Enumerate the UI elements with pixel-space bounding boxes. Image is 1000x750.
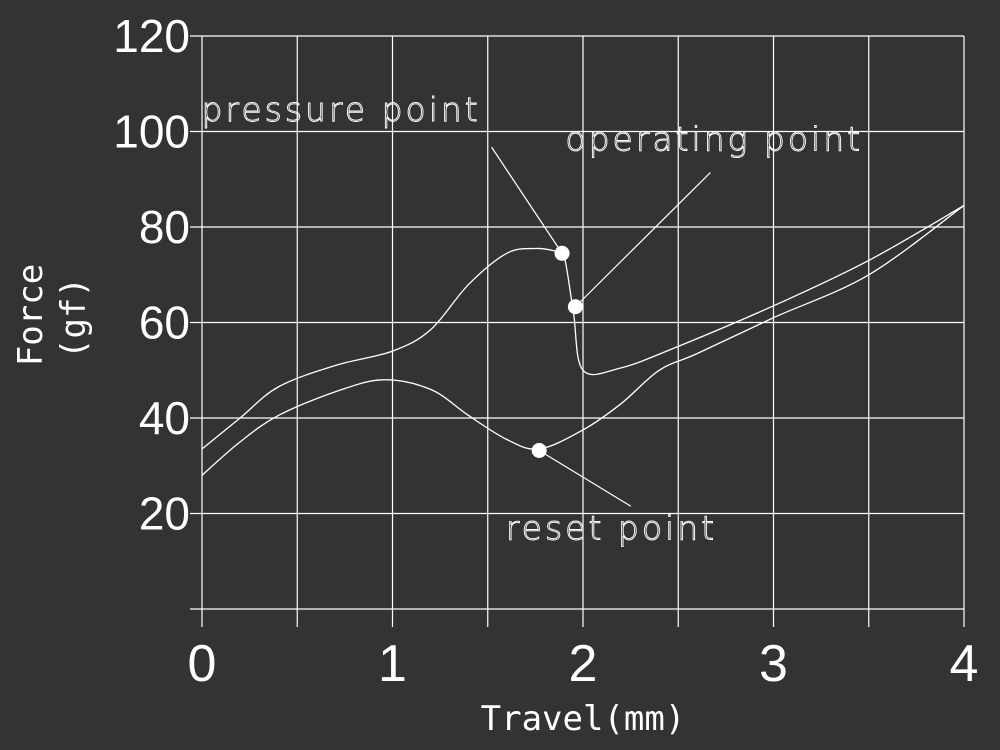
annotation-leaders [491,146,711,507]
annotation-labels: pressure point operating point reset point [201,90,863,548]
reset-point-leader [538,449,632,507]
y-axis-unit-group: (gf) [54,277,94,359]
operating-point-label: operating point [565,120,863,159]
pressure-point-label: pressure point [202,90,481,129]
y-tick-labels: 20 40 60 80 100 120 [113,10,190,540]
y-axis-unit: (gf) [54,277,94,359]
annotation-markers [531,245,583,458]
reset-point-marker [531,442,547,458]
x-tick-labels: 0 1 2 3 4 [188,635,979,693]
y-tick-label: 120 [113,10,190,62]
x-tick-label: 4 [950,635,979,693]
x-tick-label: 3 [759,635,788,693]
y-tick-label: 40 [139,392,190,444]
y-tick-label: 60 [139,297,190,349]
operating-point-marker [567,299,583,315]
pressure-point-leader [491,146,563,254]
x-tick-label: 2 [569,635,598,693]
y-axis-label: Force [11,264,51,366]
grid [190,35,965,627]
y-tick-label: 20 [139,488,190,540]
operating-point-leader [574,172,711,308]
y-axis-label-group: Force [11,264,51,366]
x-tick-label: 0 [188,635,217,693]
press-curve-line [201,204,965,450]
pressure-point-marker [554,245,570,261]
y-tick-label: 80 [139,201,190,253]
reset-point-label: reset point [506,508,717,547]
x-tick-label: 1 [378,635,407,693]
y-tick-label: 100 [113,106,190,158]
x-axis-label: Travel(mm) [481,699,686,739]
